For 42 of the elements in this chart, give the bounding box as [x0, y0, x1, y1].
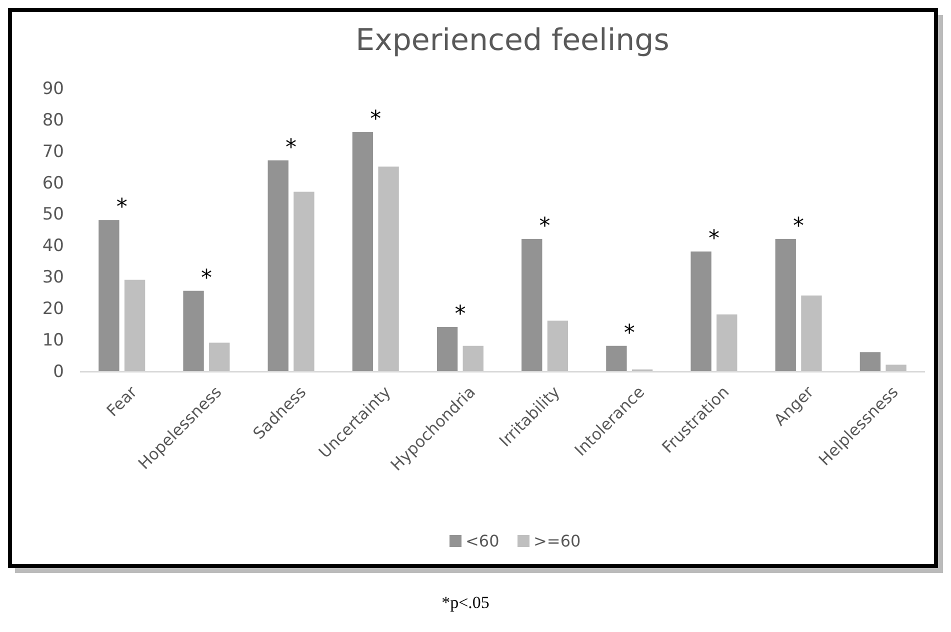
- bar: [294, 192, 314, 371]
- y-tick-label: 0: [53, 362, 64, 382]
- annotation: *: [370, 107, 382, 132]
- annotation: *: [116, 195, 128, 220]
- annotation: *: [200, 266, 212, 291]
- annotation: *: [624, 320, 635, 346]
- bar: [886, 364, 906, 371]
- bar: [606, 346, 627, 371]
- chart-title: Experienced feelings: [356, 23, 670, 58]
- annotation: *: [708, 226, 720, 252]
- bar: [716, 314, 738, 371]
- y-tick-label: 70: [42, 142, 64, 162]
- annotation: *: [539, 214, 550, 240]
- bar: [183, 290, 204, 371]
- bar: [124, 280, 146, 371]
- y-tick-label: 50: [42, 204, 64, 225]
- bar: [378, 166, 399, 371]
- bar: [775, 238, 796, 371]
- text: *p<.05: [442, 593, 490, 612]
- bar: [522, 238, 542, 371]
- bar: [209, 342, 230, 371]
- annotation: *: [454, 302, 466, 328]
- legend-label: >=60: [534, 532, 581, 551]
- bar: [462, 346, 484, 371]
- legend-label: <60: [466, 532, 500, 551]
- bar: [690, 252, 712, 371]
- bar: [98, 220, 120, 371]
- bar: [352, 132, 374, 371]
- annotation: *: [793, 214, 804, 240]
- y-tick-label: 80: [42, 110, 64, 130]
- y-tick-label: 90: [42, 78, 64, 99]
- y-tick-label: 40: [42, 236, 64, 256]
- bar: [801, 296, 822, 371]
- bar: [436, 326, 458, 371]
- y-tick-label: 60: [42, 173, 64, 194]
- bar: [860, 352, 881, 371]
- y-tick-label: 20: [42, 299, 64, 320]
- y-tick-label: 30: [42, 268, 64, 288]
- bar: [547, 320, 568, 371]
- y-tick-label: 10: [42, 330, 64, 351]
- annotation: *: [286, 135, 297, 160]
- bar: [268, 160, 288, 371]
